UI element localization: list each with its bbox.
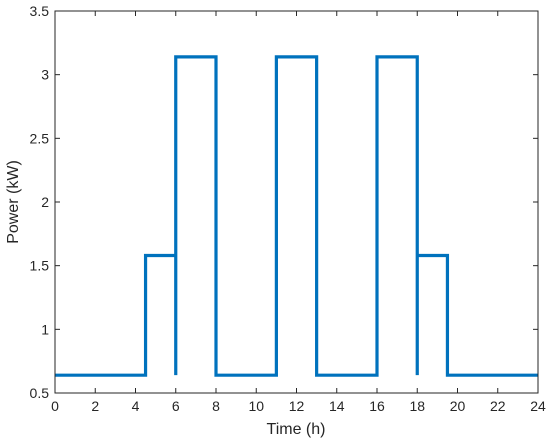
- y-tick-label: 0.5: [30, 385, 50, 401]
- x-tick-label: 8: [212, 398, 220, 414]
- x-tick-label: 2: [91, 398, 99, 414]
- x-tick-label: 4: [132, 398, 140, 414]
- x-tick-label: 24: [530, 398, 546, 414]
- y-tick-label: 3.5: [30, 3, 50, 19]
- plot-area-background: [55, 11, 538, 393]
- x-axis-label: Time (h): [267, 421, 326, 438]
- x-tick-label: 14: [329, 398, 345, 414]
- series-line-0: [55, 55, 538, 377]
- y-tick-label: 1: [41, 321, 49, 337]
- tick-layer: 0 2 4 6 8 10 12 14 16 18 20 22 240.511.522.533.5: [30, 3, 546, 414]
- x-tick-label: 6: [172, 398, 180, 414]
- x-tick-label: 20: [450, 398, 466, 414]
- y-tick-label: 2: [41, 194, 49, 210]
- y-tick-label: 3: [41, 67, 49, 83]
- x-tick-label: 16: [369, 398, 385, 414]
- x-tick-label: 0: [51, 398, 59, 414]
- y-tick-label: 1.5: [30, 258, 50, 274]
- x-tick-label: 10: [248, 398, 264, 414]
- x-tick-label: 12: [289, 398, 305, 414]
- x-tick-label: 18: [409, 398, 425, 414]
- x-tick-label: 22: [490, 398, 506, 414]
- y-axis-label: Power (kW): [5, 160, 22, 244]
- series-layer: [55, 55, 538, 377]
- y-tick-label: 2.5: [30, 130, 50, 146]
